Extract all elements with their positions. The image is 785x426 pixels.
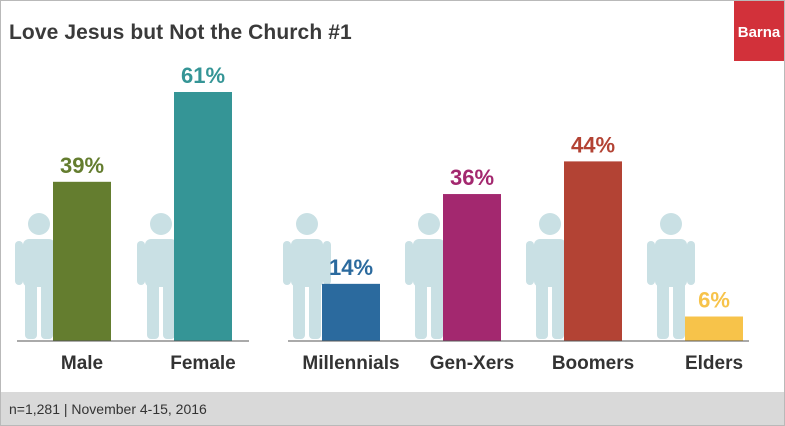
chart-canvas: 39% Male 61% Female 14% Millennials 36% Gen-Xer… xyxy=(15,63,749,374)
bar-gen-xers xyxy=(443,194,501,341)
value-label-millennials: 14% xyxy=(329,255,373,280)
value-label-gen-xers: 36% xyxy=(450,165,494,190)
barna-logo-background xyxy=(734,1,784,61)
value-label-elders: 6% xyxy=(698,288,730,313)
footer-text: n=1,281 | November 4-15, 2016 xyxy=(9,401,207,417)
barna-logo-text: Barna xyxy=(738,24,781,41)
bar-boomers xyxy=(564,161,622,341)
value-label-female: 61% xyxy=(181,63,225,88)
category-label-male: Male xyxy=(61,353,103,374)
value-label-male: 39% xyxy=(60,153,104,178)
category-label-elders: Elders xyxy=(685,353,743,374)
footer-bar: n=1,281 | November 4-15, 2016 xyxy=(1,392,784,425)
chart-title: Love Jesus but Not the Church #1 xyxy=(9,21,352,44)
category-label-female: Female xyxy=(170,353,235,374)
bar-elders xyxy=(685,316,743,341)
bar-female xyxy=(174,92,232,341)
person-icon-millennials xyxy=(283,213,331,339)
barna-logo: Barna xyxy=(734,1,784,61)
category-label-boomers: Boomers xyxy=(552,353,634,374)
person-icon-elders xyxy=(647,213,695,339)
person-icon-female xyxy=(137,213,185,339)
value-label-boomers: 44% xyxy=(571,132,615,157)
category-label-gen-xers: Gen-Xers xyxy=(430,353,514,374)
bar-millennials xyxy=(322,283,380,341)
person-icon-gen-xers xyxy=(405,213,453,339)
category-label-millennials: Millennials xyxy=(302,353,399,374)
bar-male xyxy=(53,181,111,341)
